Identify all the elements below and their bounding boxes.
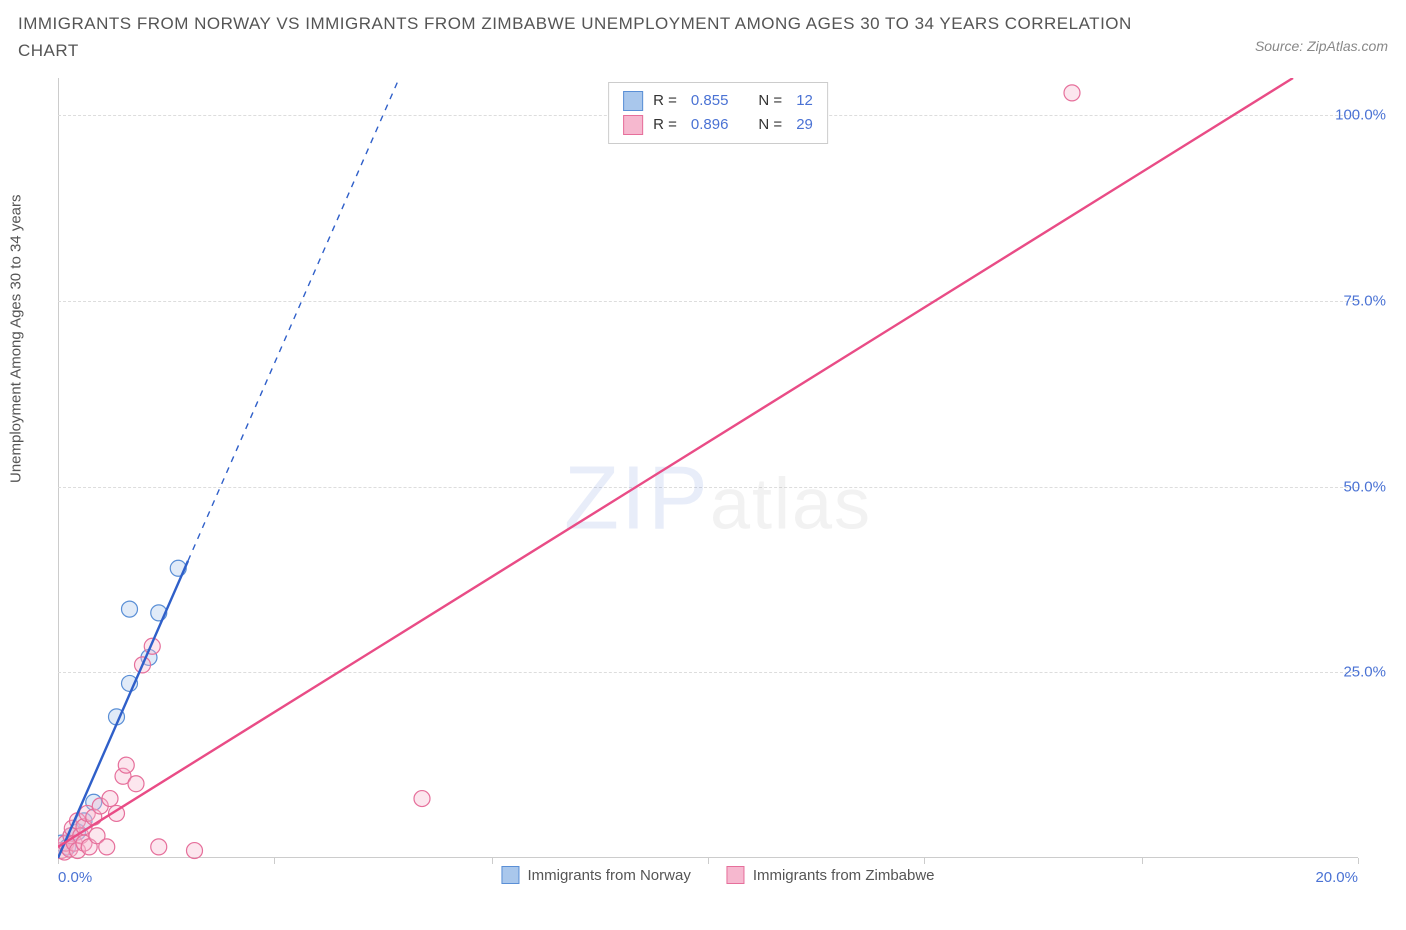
data-point — [122, 601, 138, 617]
n-value-zimbabwe: 29 — [796, 113, 813, 137]
series-legend-label: Immigrants from Zimbabwe — [753, 867, 935, 884]
y-axis-label: Unemployment Among Ages 30 to 34 years — [8, 194, 25, 483]
x-tick — [1358, 858, 1359, 864]
data-point — [144, 638, 160, 654]
x-tick-label: 20.0% — [1315, 869, 1358, 886]
data-point — [58, 835, 74, 851]
data-point — [58, 835, 69, 851]
data-point — [102, 791, 118, 807]
data-point — [76, 813, 92, 829]
y-tick-label: 75.0% — [1343, 292, 1386, 309]
plot-container: Unemployment Among Ages 30 to 34 years 2… — [58, 78, 1378, 888]
data-point — [118, 757, 134, 773]
y-tick-label: 50.0% — [1343, 478, 1386, 495]
data-point — [89, 828, 105, 844]
series-legend: Immigrants from Norway Immigrants from Z… — [501, 866, 934, 884]
data-point — [109, 805, 125, 821]
data-point — [414, 791, 430, 807]
data-point — [63, 828, 79, 844]
series-legend-item: Immigrants from Zimbabwe — [727, 866, 935, 884]
data-point — [81, 839, 97, 855]
n-value-norway: 12 — [796, 89, 813, 113]
y-tick-label: 100.0% — [1335, 107, 1386, 124]
chart-svg-layer — [58, 78, 1378, 888]
trend-line — [58, 78, 1293, 847]
r-label: R = — [653, 89, 677, 113]
x-tick-label: 0.0% — [58, 869, 92, 886]
legend-swatch-norway — [623, 91, 643, 111]
stats-legend-row: R = 0.896 N = 29 — [623, 113, 813, 137]
x-tick — [924, 858, 925, 864]
watermark-zip: ZIP — [564, 449, 710, 549]
data-point — [76, 835, 92, 851]
data-point — [63, 828, 79, 844]
data-point — [122, 675, 138, 691]
legend-swatch-zimbabwe — [623, 115, 643, 135]
data-point — [115, 768, 131, 784]
data-point — [66, 835, 82, 851]
data-point — [79, 805, 95, 821]
data-point — [64, 820, 80, 836]
data-point — [141, 649, 157, 665]
source-label: Source: ZipAtlas.com — [1255, 38, 1388, 54]
data-point — [60, 839, 76, 855]
x-tick — [1142, 858, 1143, 864]
watermark: ZIPatlas — [564, 448, 872, 551]
n-label: N = — [758, 89, 782, 113]
data-point — [73, 828, 89, 844]
data-point — [151, 839, 167, 855]
y-tick-label: 25.0% — [1343, 664, 1386, 681]
data-point — [170, 560, 186, 576]
y-axis-line — [58, 78, 59, 858]
stats-legend-row: R = 0.855 N = 12 — [623, 89, 813, 113]
grid-line — [58, 487, 1358, 488]
legend-swatch-zimbabwe — [727, 866, 745, 884]
series-legend-label: Immigrants from Norway — [527, 867, 690, 884]
data-point — [1064, 85, 1080, 101]
watermark-atlas: atlas — [710, 465, 872, 545]
r-value-norway: 0.855 — [691, 89, 729, 113]
data-point — [109, 709, 125, 725]
grid-line — [58, 301, 1358, 302]
data-point — [99, 839, 115, 855]
grid-line — [58, 672, 1358, 673]
series-legend-item: Immigrants from Norway — [501, 866, 690, 884]
data-point — [62, 841, 78, 857]
data-point — [128, 776, 144, 792]
legend-swatch-norway — [501, 866, 519, 884]
trend-line — [58, 561, 188, 858]
data-point — [92, 798, 108, 814]
data-point — [86, 809, 102, 825]
n-label: N = — [758, 113, 782, 137]
stats-legend: R = 0.855 N = 12 R = 0.896 N = 29 — [608, 82, 828, 144]
x-tick — [58, 858, 59, 864]
trend-line-dashed — [188, 78, 403, 561]
x-tick — [708, 858, 709, 864]
r-label: R = — [653, 113, 677, 137]
x-tick — [492, 858, 493, 864]
header-row: IMMIGRANTS FROM NORWAY VS IMMIGRANTS FRO… — [0, 0, 1406, 64]
data-point — [70, 813, 86, 829]
data-point — [151, 605, 167, 621]
data-point — [135, 657, 151, 673]
data-point — [86, 794, 102, 810]
data-point — [70, 824, 86, 840]
chart-title: IMMIGRANTS FROM NORWAY VS IMMIGRANTS FRO… — [18, 10, 1138, 64]
r-value-zimbabwe: 0.896 — [691, 113, 729, 137]
data-point — [76, 819, 92, 835]
x-tick — [274, 858, 275, 864]
